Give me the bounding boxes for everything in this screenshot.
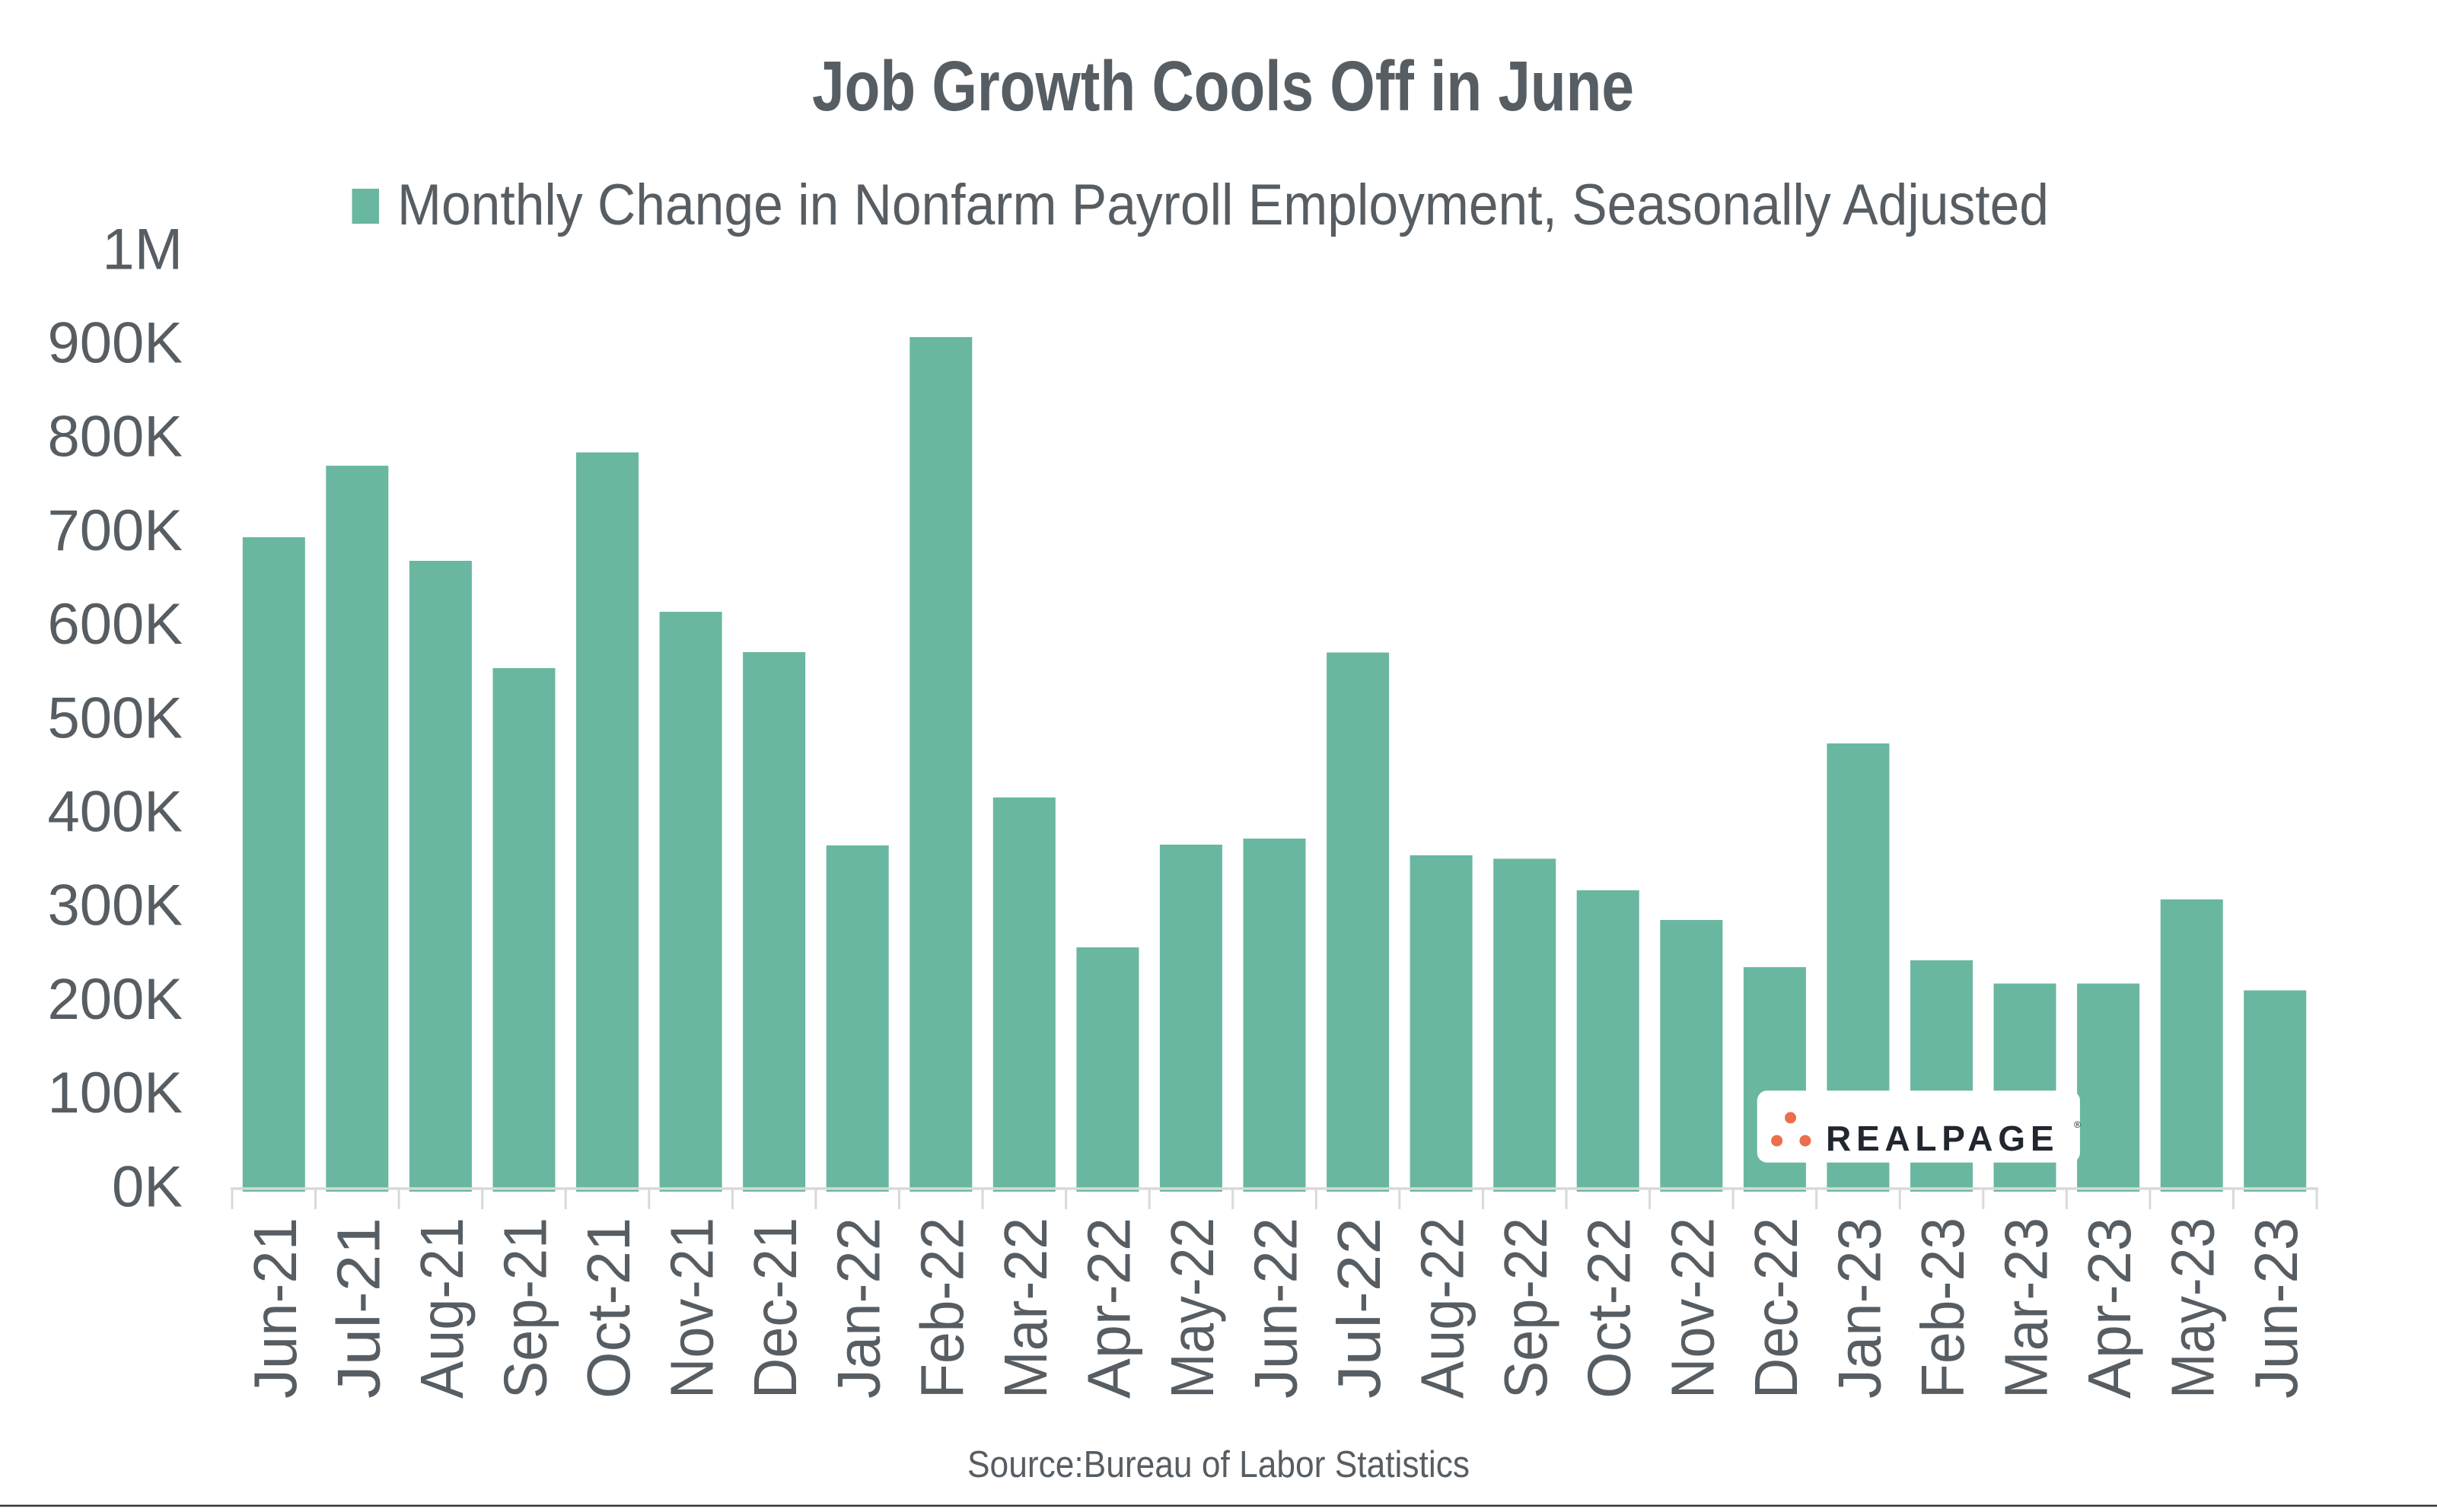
svg-text:Job Growth Cools Off in June: Job Growth Cools Off in June [812, 46, 1634, 126]
svg-text:Nov-22: Nov-22 [1658, 1218, 1726, 1399]
svg-text:REALPAGE: REALPAGE [1826, 1119, 2060, 1158]
svg-text:Jan-22: Jan-22 [825, 1218, 893, 1399]
svg-text:100K: 100K [48, 1061, 183, 1125]
svg-text:400K: 400K [48, 780, 183, 845]
svg-text:May-22: May-22 [1158, 1218, 1226, 1399]
svg-text:Oct-21: Oct-21 [575, 1218, 642, 1399]
svg-text:Apr-22: Apr-22 [1075, 1218, 1142, 1399]
svg-text:600K: 600K [48, 592, 183, 657]
svg-text:Dec-21: Dec-21 [741, 1218, 809, 1399]
svg-text:Apr-23: Apr-23 [2075, 1218, 2143, 1399]
svg-text:Feb-23: Feb-23 [1909, 1218, 1977, 1399]
svg-text:Jun-21: Jun-21 [241, 1218, 309, 1399]
svg-text:Feb-22: Feb-22 [908, 1218, 976, 1399]
svg-text:300K: 300K [48, 874, 183, 938]
svg-text:Monthly Change in Nonfarm Payr: Monthly Change in Nonfarm Payroll Employ… [397, 173, 2049, 237]
svg-text:Jul-22: Jul-22 [1325, 1218, 1393, 1399]
svg-text:Source:Bureau of Labor Statist: Source:Bureau of Labor Statistics [967, 1444, 1470, 1485]
svg-text:Jun-23: Jun-23 [2242, 1218, 2310, 1399]
svg-text:500K: 500K [48, 686, 183, 750]
svg-text:0K: 0K [112, 1154, 183, 1219]
svg-text:Mar-22: Mar-22 [992, 1218, 1059, 1399]
svg-text:Jun-22: Jun-22 [1242, 1218, 1310, 1399]
svg-text:Dec-22: Dec-22 [1742, 1218, 1810, 1399]
svg-text:700K: 700K [48, 498, 183, 563]
svg-text:May-23: May-23 [2159, 1218, 2227, 1399]
svg-text:Aug-22: Aug-22 [1409, 1218, 1477, 1399]
svg-text:Nov-21: Nov-21 [658, 1218, 726, 1399]
svg-text:Aug-21: Aug-21 [408, 1218, 476, 1399]
svg-text:900K: 900K [48, 311, 183, 376]
svg-text:Jan-23: Jan-23 [1825, 1218, 1893, 1399]
svg-text:Mar-23: Mar-23 [1993, 1218, 2060, 1399]
svg-text:Oct-22: Oct-22 [1575, 1218, 1643, 1399]
svg-text:200K: 200K [48, 967, 183, 1032]
svg-text:Jul-21: Jul-21 [324, 1218, 392, 1399]
svg-text:Sep-21: Sep-21 [492, 1218, 559, 1399]
svg-text:800K: 800K [48, 405, 183, 470]
svg-text:®: ® [2074, 1119, 2081, 1130]
svg-text:Sep-22: Sep-22 [1492, 1218, 1559, 1399]
svg-text:1M: 1M [102, 217, 183, 282]
